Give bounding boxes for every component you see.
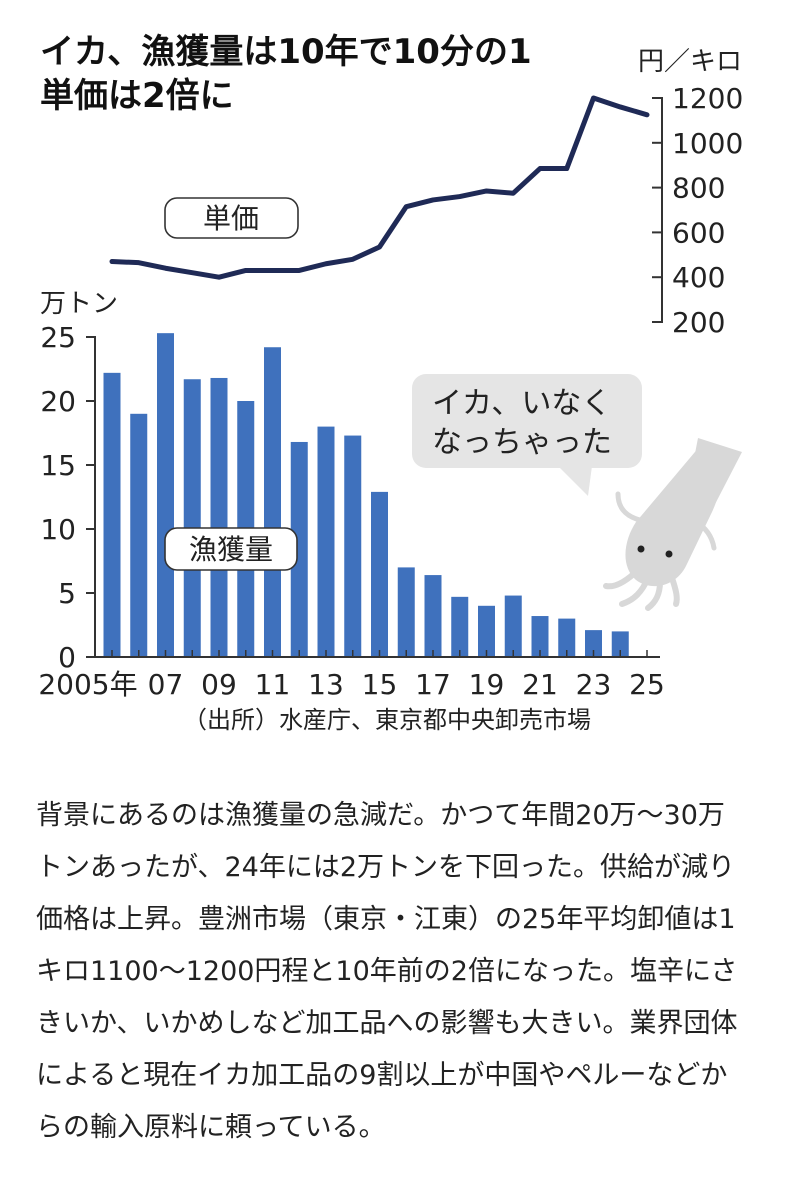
price-tick-label: 800 (672, 172, 725, 205)
x-tick-label: 17 (415, 668, 451, 701)
x-tick-label: 19 (469, 668, 505, 701)
volume-axis: 25 20 15 10 5 0 (40, 321, 96, 674)
volume-bar (344, 435, 362, 657)
chart-subtitle: 単価は2倍に (40, 76, 234, 116)
price-line (109, 95, 650, 280)
volume-bar (585, 630, 602, 657)
volume-bar (103, 372, 121, 657)
volume-bar-series (103, 333, 629, 657)
x-tick-label: 21 (522, 668, 558, 701)
price-axis: 1200 1000 800 600 400 200 (652, 82, 743, 339)
speech-bubble: イカ、いなく なっちゃった (412, 374, 642, 496)
volume-label-pill: 漁獲量 (164, 527, 298, 571)
price-series-label: 単価 (203, 202, 259, 235)
x-tick-label: 23 (576, 668, 612, 701)
volume-bar (371, 491, 388, 657)
x-tick-label: 15 (362, 668, 398, 701)
price-tick-label: 200 (672, 306, 725, 339)
volume-tick-label: 20 (40, 385, 76, 418)
volume-bar (317, 426, 335, 657)
price-axis-unit: 円／キロ (638, 47, 742, 77)
volume-tick-label: 0 (58, 641, 76, 674)
volume-bar (210, 377, 228, 657)
price-tick-label: 1200 (672, 82, 743, 115)
volume-tick-label: 25 (40, 321, 76, 354)
price-label-pill: 単価 (164, 197, 299, 239)
x-tick-label: 25 (629, 668, 665, 701)
x-tick-label: 09 (201, 668, 237, 701)
price-tick-label: 400 (672, 261, 725, 294)
volume-bar (130, 413, 148, 657)
volume-bar (451, 596, 469, 657)
volume-bar (290, 441, 308, 657)
volume-tick-label: 10 (40, 513, 76, 546)
volume-bar (424, 575, 442, 657)
volume-bar (531, 616, 549, 657)
volume-series-label: 漁獲量 (189, 533, 273, 566)
x-tick-label: 2005年 (38, 668, 137, 701)
volume-bar (183, 379, 201, 657)
volume-tick-label: 15 (40, 449, 76, 482)
bubble-line-1: イカ、いなく (432, 386, 611, 421)
source-note: （出所）水産庁、東京都中央卸売市場 (183, 706, 591, 734)
x-tick-label: 13 (308, 668, 344, 701)
price-tick-label: 1000 (672, 127, 743, 160)
volume-bar (478, 605, 495, 657)
volume-bar (558, 618, 576, 657)
chart-title: イカ、漁獲量は10年で10分の1 (40, 32, 532, 72)
x-axis: 2005年 07 09 11 13 15 17 19 21 23 25 (38, 650, 665, 701)
article-paragraph: 背景にあるのは漁獲量の急減だ。かつて年間20万〜30万トンあったが、24年には2… (36, 800, 738, 1143)
volume-bar (504, 595, 522, 657)
price-line-series (109, 95, 650, 280)
squid-chart-figure: イカ、漁獲量は10年で10分の1 単価は2倍に 1200 1000 800 600 40… (38, 32, 743, 734)
squid-icon (603, 438, 742, 611)
x-tick-label: 07 (148, 668, 184, 701)
volume-axis-unit: 万トン (40, 289, 118, 319)
bubble-line-2: なっちゃった (432, 425, 612, 460)
volume-bar (157, 333, 174, 657)
volume-bar (397, 567, 415, 657)
volume-tick-label: 5 (58, 577, 76, 610)
squid-eye-left (637, 545, 645, 553)
volume-bar (264, 347, 281, 657)
squid-eye-right (665, 550, 673, 558)
price-tick-label: 600 (672, 216, 725, 249)
x-tick-label: 11 (255, 668, 291, 701)
volume-bar (611, 631, 629, 657)
